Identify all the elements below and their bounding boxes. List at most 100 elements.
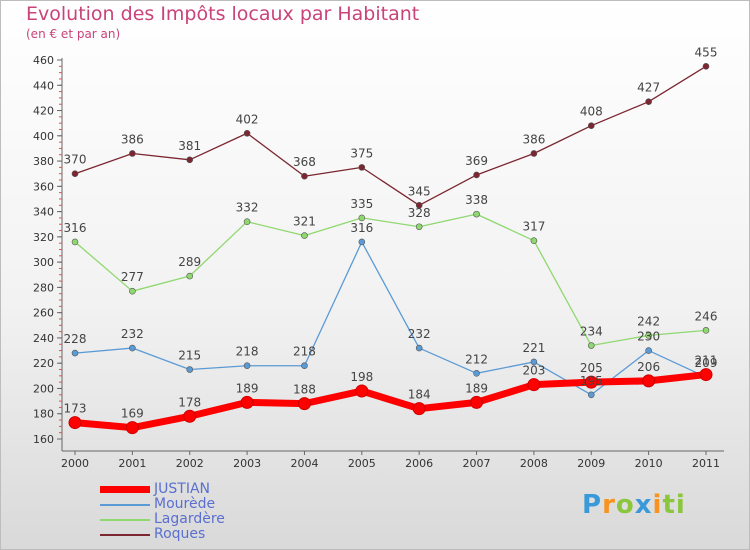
data-point	[702, 63, 710, 70]
x-tick-label: 2001	[118, 457, 146, 470]
y-tick-label: 180	[33, 408, 54, 421]
data-point	[645, 98, 652, 105]
y-tick-label: 420	[33, 105, 54, 118]
legend-swatch	[100, 504, 150, 506]
data-label: 317	[522, 220, 545, 234]
logo-letter: o	[615, 490, 635, 520]
y-tick-label: 300	[33, 256, 54, 269]
data-point	[301, 232, 308, 239]
series-line-roques	[74, 65, 707, 206]
logo-letter: P	[582, 490, 603, 520]
data-label: 209	[695, 356, 718, 370]
data-label: 189	[236, 381, 259, 395]
data-point	[530, 358, 538, 366]
data-label: 203	[522, 364, 545, 378]
data-label: 212	[465, 352, 488, 366]
data-label: 370	[64, 153, 87, 167]
data-point	[129, 287, 136, 295]
chart-legend: JUSTIAN Mourède Lagardère Roques	[100, 481, 300, 542]
x-tick-label: 2002	[176, 457, 204, 470]
y-tick-label: 460	[33, 54, 54, 67]
data-point	[71, 349, 79, 357]
data-point	[243, 129, 251, 137]
data-point	[642, 374, 656, 388]
data-label: 228	[64, 332, 87, 346]
data-label: 230	[637, 330, 660, 344]
data-point	[243, 218, 251, 226]
legend-label: JUSTIAN	[154, 481, 210, 497]
data-point	[587, 122, 595, 129]
data-label: 455	[695, 45, 718, 59]
legend-swatch	[100, 534, 150, 536]
data-point	[240, 395, 254, 409]
data-label: 173	[64, 402, 87, 416]
y-tick-label: 360	[33, 180, 54, 193]
proxiti-logo: Proxiti	[582, 490, 686, 520]
data-label: 427	[637, 81, 660, 95]
data-label: 215	[178, 349, 201, 363]
legend-label: Lagardère	[154, 511, 225, 527]
x-tick-label: 2011	[692, 457, 720, 470]
data-label: 206	[637, 360, 660, 374]
data-point	[415, 223, 423, 231]
y-tick-label: 260	[33, 307, 54, 320]
x-tick-label: 2010	[635, 457, 663, 470]
chart-title: Evolution des Impôts locaux par Habitant	[26, 3, 420, 25]
data-point	[183, 409, 197, 423]
data-point	[473, 171, 480, 179]
data-point	[470, 395, 484, 409]
series-line-justian	[71, 371, 710, 432]
data-point	[301, 362, 308, 370]
data-point	[297, 397, 311, 411]
data-point	[415, 201, 423, 209]
y-tick-label: 380	[33, 155, 54, 168]
data-label: 289	[178, 255, 201, 269]
data-label: 345	[408, 184, 431, 198]
y-tick-label: 200	[33, 382, 54, 395]
data-label: 381	[178, 139, 201, 153]
y-tick-label: 440	[33, 79, 54, 92]
chart-subtitle: (en € et par an)	[26, 27, 121, 41]
y-tick-label: 280	[33, 281, 54, 294]
data-label: 242	[637, 314, 660, 328]
data-label: 332	[236, 201, 259, 215]
data-point	[301, 172, 308, 180]
data-point	[587, 391, 595, 399]
data-point	[412, 402, 426, 416]
data-label: 328	[408, 206, 431, 220]
y-tick-label: 220	[33, 357, 54, 370]
data-point	[699, 368, 713, 382]
data-point	[415, 344, 423, 352]
data-label: 234	[580, 325, 603, 339]
data-label: 169	[121, 407, 144, 421]
data-point	[129, 150, 136, 157]
legend-swatch	[100, 519, 150, 521]
data-point	[358, 214, 366, 222]
data-label: 195	[580, 374, 603, 388]
data-point	[645, 347, 652, 354]
logo-letter: i	[675, 490, 686, 520]
series-line-mourède	[74, 241, 707, 396]
y-tick-label: 160	[33, 433, 54, 446]
data-label: 368	[293, 155, 316, 169]
y-tick-label: 400	[33, 130, 54, 143]
data-label: 246	[695, 309, 718, 323]
data-label: 211	[695, 354, 718, 368]
data-label: 189	[465, 381, 488, 395]
data-label: 408	[580, 105, 603, 119]
data-point	[186, 366, 194, 373]
x-tick-label: 2000	[61, 457, 89, 470]
legend-item: Mourède	[100, 496, 300, 512]
y-tick-label: 240	[33, 332, 54, 345]
data-label: 402	[236, 112, 259, 126]
legend-item: Lagardère	[100, 511, 300, 527]
data-point	[587, 342, 595, 349]
data-label: 232	[121, 327, 144, 341]
data-label: 386	[522, 132, 545, 146]
logo-letter: x	[634, 490, 653, 520]
data-point	[358, 164, 366, 171]
x-tick-label: 2009	[577, 457, 605, 470]
data-point	[584, 375, 598, 389]
